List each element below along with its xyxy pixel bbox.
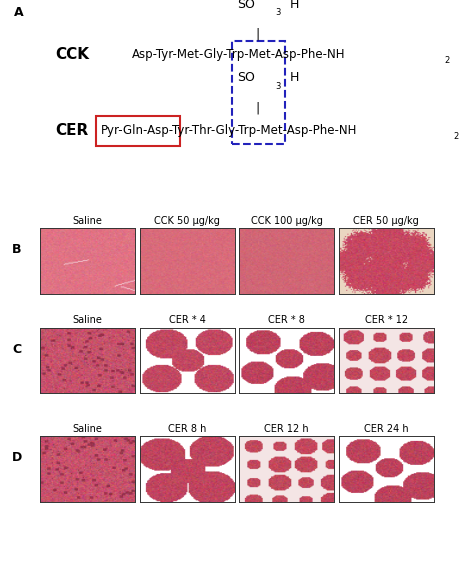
Text: Pyr-Gln-Asp-Tyr-Thr-Gly-Trp-Met-Asp-Phe-NH: Pyr-Gln-Asp-Tyr-Thr-Gly-Trp-Met-Asp-Phe-… [100,124,357,137]
Text: C: C [12,343,21,356]
Text: 2: 2 [453,132,458,141]
Text: CER * 8: CER * 8 [268,315,305,325]
Text: |: | [255,27,260,40]
Text: 3: 3 [276,8,281,17]
Text: CCK: CCK [55,47,89,62]
Text: CER 24 h: CER 24 h [364,424,409,434]
Text: CER 12 h: CER 12 h [264,424,309,434]
Text: B: B [12,243,21,256]
Text: CER * 4: CER * 4 [169,315,206,325]
Text: Saline: Saline [73,215,103,226]
Text: D: D [11,451,22,464]
Text: 3: 3 [276,82,281,91]
Text: H: H [289,0,299,10]
Text: Saline: Saline [73,424,103,434]
Text: CER 50 μg/kg: CER 50 μg/kg [354,215,419,226]
Text: H: H [289,71,299,84]
Text: CER 8 h: CER 8 h [168,424,206,434]
Text: Asp-Tyr-Met-Gly-Trp-Met-Asp-Phe-NH: Asp-Tyr-Met-Gly-Trp-Met-Asp-Phe-NH [132,48,346,62]
Text: A: A [14,6,24,19]
Text: SO: SO [237,71,255,84]
Text: CER: CER [55,123,88,139]
Text: CCK 50 μg/kg: CCK 50 μg/kg [155,215,220,226]
Text: 2: 2 [444,56,449,64]
Text: CCK 100 μg/kg: CCK 100 μg/kg [251,215,323,226]
Text: SO: SO [237,0,255,10]
Text: Saline: Saline [73,315,103,325]
Text: |: | [255,101,260,114]
Text: CER * 12: CER * 12 [365,315,408,325]
